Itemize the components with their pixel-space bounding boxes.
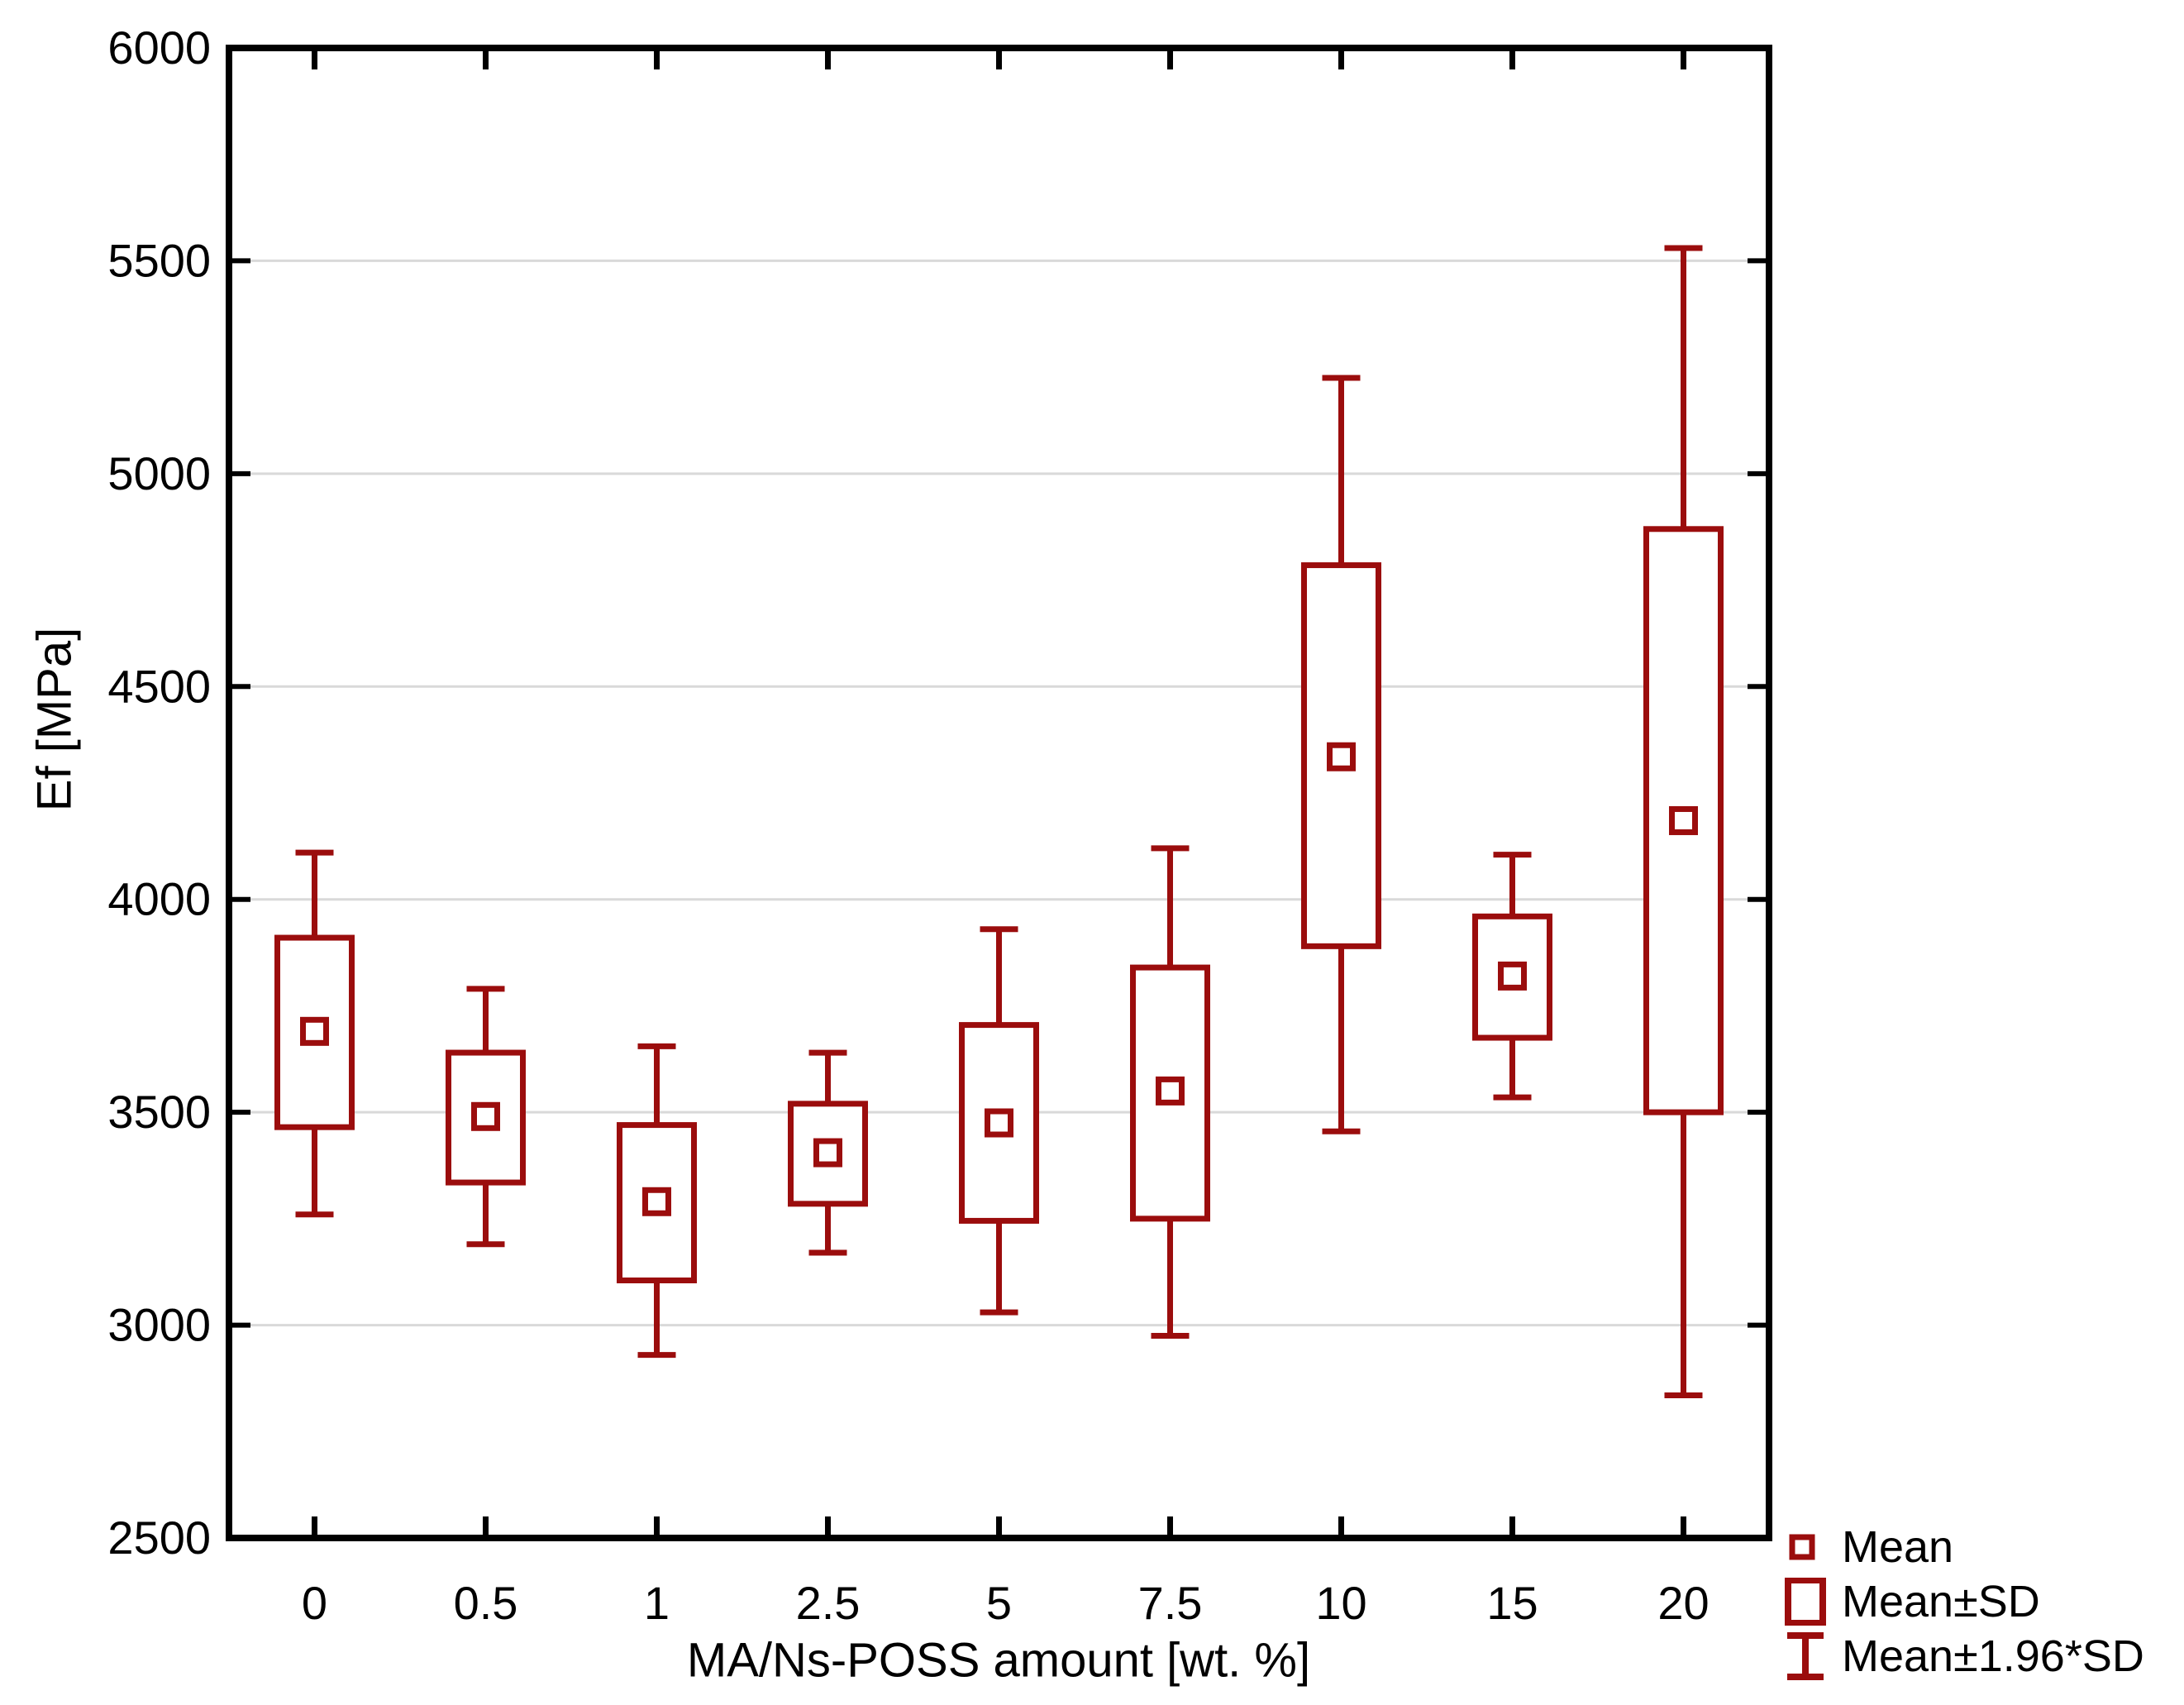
x-tick-label-0.5: 0.5 — [454, 1577, 518, 1629]
legend-item-mean-196sd: Mean±1.96*SD — [1784, 1631, 2144, 1682]
whisker-icon — [1784, 1631, 1830, 1682]
plot-frame — [226, 45, 1772, 1541]
y-axis-title: Ef [MPa] — [27, 627, 82, 812]
mean-marker-2.5 — [813, 1138, 842, 1168]
legend: Mean Mean±SD Mean±1.96*SD — [1784, 1522, 2144, 1682]
mean-marker-1 — [642, 1187, 671, 1216]
x-tick-label-15: 15 — [1486, 1577, 1538, 1629]
mean-marker-0 — [300, 1016, 329, 1046]
legend-label-mean-sd: Mean±SD — [1842, 1577, 2040, 1626]
mean-marker-5 — [985, 1108, 1013, 1138]
mean-marker-20 — [1669, 805, 1698, 835]
legend-label-mean: Mean — [1842, 1522, 1954, 1572]
y-tick-label-5000: 5000 — [107, 447, 211, 499]
x-tick-label-1: 1 — [644, 1577, 670, 1629]
x-axis-title: MA/Ns-POSS amount [wt. %] — [686, 1633, 1311, 1688]
x-tick-label-5: 5 — [986, 1577, 1012, 1629]
legend-item-mean-sd: Mean±SD — [1784, 1577, 2144, 1626]
mean-marker-7.5 — [1156, 1076, 1185, 1106]
x-tick-label-7.5: 7.5 — [1138, 1577, 1203, 1629]
y-tick-label-5500: 5500 — [107, 234, 211, 286]
legend-item-mean: Mean — [1784, 1522, 2144, 1572]
legend-label-mean-196sd: Mean±1.96*SD — [1842, 1631, 2144, 1681]
y-tick-label-3000: 3000 — [107, 1299, 211, 1351]
mean-marker-15 — [1498, 961, 1527, 991]
mean-sd-box-icon — [1784, 1578, 1830, 1626]
y-tick-label-2500: 2500 — [107, 1512, 211, 1564]
y-tick-label-3500: 3500 — [107, 1086, 211, 1138]
y-tick-label-4500: 4500 — [107, 660, 211, 712]
y-tick-label-6000: 6000 — [107, 21, 211, 74]
mean-marker-icon — [1784, 1523, 1830, 1571]
y-tick-label-4000: 4000 — [107, 873, 211, 925]
sd-box-0 — [274, 934, 355, 1130]
mean-marker-0.5 — [471, 1101, 500, 1131]
x-tick-label-10: 10 — [1315, 1577, 1366, 1629]
x-tick-label-0: 0 — [302, 1577, 327, 1629]
x-tick-label-2.5: 2.5 — [796, 1577, 861, 1629]
x-tick-label-20: 20 — [1657, 1577, 1709, 1629]
mean-marker-10 — [1327, 742, 1356, 771]
